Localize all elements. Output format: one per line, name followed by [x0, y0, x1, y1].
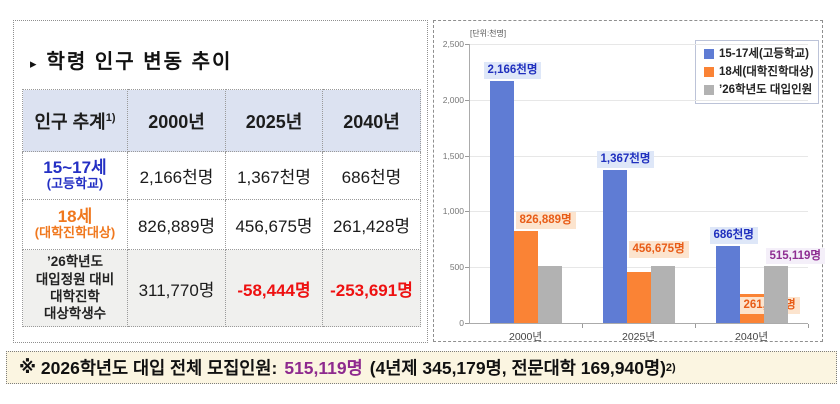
- population-table: 인구 추계1) 2000년 2025년 2040년 15~17세 (고등학교) …: [22, 89, 421, 327]
- y-axis-tick-label: 1,000: [442, 206, 464, 217]
- row-label-15-17: 15~17세 (고등학교): [22, 151, 128, 200]
- legend-swatch-icon: [704, 67, 714, 77]
- y-axis-line: [469, 44, 470, 323]
- footnote-text: 2026학년도 대입 전체 모집인원:: [40, 358, 278, 378]
- footnote-bar: ※ 2026학년도 대입 전체 모집인원: 515,119명 (4년제 345,…: [6, 351, 837, 384]
- page-title-text: 학령 인구 변동 추이: [46, 51, 233, 73]
- data-label-series0-cat0: 2,166천명: [483, 62, 542, 80]
- triangle-bullet-icon: ▸: [30, 56, 37, 71]
- legend-item-series1: 18세(대학진학대상): [704, 63, 814, 81]
- y-axis-tick-label: 2,500: [442, 39, 464, 49]
- legend-label: ’26학년도 대입인원: [719, 84, 813, 96]
- header-population-projection: 인구 추계1): [22, 89, 128, 152]
- row-label-18: 18세 (대학진학대상): [22, 199, 128, 250]
- y-axis-tick: [465, 44, 469, 45]
- cell-18-2040: 261,428명: [322, 199, 421, 250]
- bar-series2-cat0: [537, 265, 562, 323]
- x-axis-line: [469, 323, 808, 324]
- legend-item-series0: 15-17세(고등학교): [704, 45, 814, 63]
- footnote-detail: (4년제 345,179명, 전문대학 169,940명): [369, 358, 666, 378]
- x-axis-tick: [695, 324, 696, 328]
- footnote-highlight-value: 515,119명: [284, 358, 363, 378]
- header-year-2040: 2040년: [322, 89, 421, 152]
- cell-18-2000: 826,889명: [127, 199, 226, 250]
- y-axis-tick-label: 2,000: [442, 94, 464, 105]
- y-axis-tick-label: 500: [449, 262, 464, 273]
- table-header-row: 인구 추계1) 2000년 2025년 2040년: [22, 89, 421, 152]
- row-label-gap: ’26학년도 대입정원 대비 대학진학 대상학생수: [22, 249, 128, 327]
- bar-series0-cat1: [602, 170, 627, 323]
- gridline: [469, 211, 808, 213]
- data-label-series0-cat2: 686천명: [709, 227, 758, 245]
- data-label-series0-cat1: 1,367천명: [596, 151, 655, 169]
- data-label-series1-cat1: 456,675명: [628, 241, 689, 258]
- page-title: ▸ 학령 인구 변동 추이: [30, 45, 232, 74]
- bar-series2-cat2: [763, 265, 788, 323]
- x-axis-category-label: 2025년: [621, 331, 656, 343]
- cell-gap-2040: -253,691명: [322, 249, 421, 327]
- y-axis-tick: [465, 323, 469, 324]
- data-label-series2-cat2: 515,119명: [765, 247, 826, 265]
- header-year-2000: 2000년: [127, 89, 226, 152]
- bar-series1-cat0: [513, 230, 538, 323]
- table-row-highschool: 15~17세 (고등학교) 2,166천명 1,367천명 686천명: [22, 151, 421, 200]
- y-axis-tick: [465, 211, 469, 213]
- footnote-ref-2: 2): [665, 361, 676, 374]
- cell-gap-2025: -58,444명: [225, 249, 323, 327]
- y-axis-tick: [465, 99, 469, 101]
- bar-chart: [단위:천명] 15-17세(고등학교) 18세(대학진학대상) ’26학년도 대입…: [433, 20, 826, 343]
- bar-series2-cat1: [650, 265, 675, 323]
- cell-gap-2000: 311,770명: [127, 249, 226, 327]
- x-axis-tick: [582, 324, 583, 328]
- x-axis-tick: [808, 324, 809, 328]
- footnote-ref-1: 1): [105, 111, 116, 124]
- cell-high-2000: 2,166천명: [127, 151, 226, 200]
- footnote-marker: ※: [19, 357, 37, 377]
- gridline: [469, 267, 808, 269]
- legend-swatch-icon: [704, 85, 714, 95]
- bar-series1-cat1: [626, 272, 651, 323]
- y-axis-tick-label: 1,500: [442, 150, 464, 161]
- gridline: [469, 44, 808, 45]
- cell-high-2040: 686천명: [322, 151, 421, 200]
- bar-series0-cat0: [489, 81, 514, 323]
- y-axis-tick: [465, 267, 469, 269]
- legend-item-series2: ’26학년도 대입인원: [704, 81, 814, 99]
- table-row-gap: ’26학년도 대입정원 대비 대학진학 대상학생수 311,770명 -58,4…: [22, 249, 421, 327]
- y-axis-tick-label: 0: [459, 318, 464, 328]
- data-label-series1-cat0: 826,889명: [515, 211, 576, 229]
- x-axis-category-label: 2000년: [508, 331, 543, 343]
- bar-series0-cat2: [715, 246, 740, 323]
- cell-high-2025: 1,367천명: [225, 151, 323, 200]
- chart-unit-label: [단위:천명]: [470, 29, 507, 38]
- chart-legend: 15-17세(고등학교) 18세(대학진학대상) ’26학년도 대입인원: [695, 40, 819, 104]
- y-axis-tick: [465, 155, 469, 157]
- cell-18-2025: 456,675명: [225, 199, 323, 250]
- left-panel: ▸ 학령 인구 변동 추이 인구 추계1) 2000년 2025년 2040년 1…: [13, 20, 428, 343]
- table-row-age18: 18세 (대학진학대상) 826,889명 456,675명 261,428명: [22, 199, 421, 250]
- legend-swatch-icon: [704, 49, 714, 59]
- header-year-2025: 2025년: [225, 89, 323, 152]
- gridline: [469, 99, 808, 101]
- x-axis-category-label: 2040년: [734, 331, 769, 343]
- legend-label: 18세(대학진학대상): [719, 66, 814, 78]
- legend-label: 15-17세(고등학교): [719, 48, 809, 60]
